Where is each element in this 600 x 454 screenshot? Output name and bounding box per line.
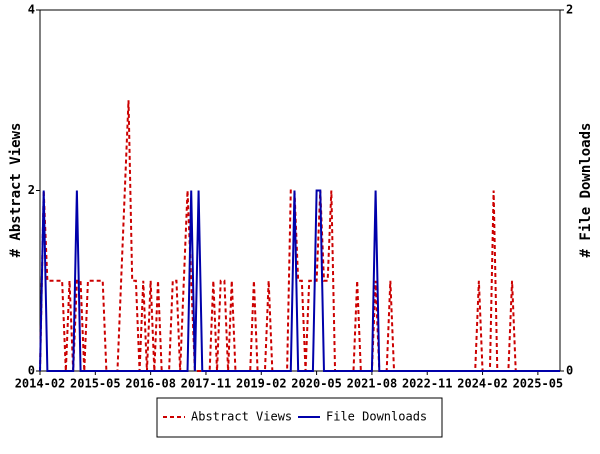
y2-axis-title: # File Downloads <box>578 123 594 258</box>
x-tick-label: 2019-02 <box>236 377 287 391</box>
legend-label: Abstract Views <box>191 410 292 424</box>
y-tick-label: 2 <box>28 183 35 197</box>
x-tick-label: 2014-02 <box>15 377 66 391</box>
x-tick-label: 2017-11 <box>181 377 232 391</box>
x-tick-label: 2024-02 <box>457 377 508 391</box>
x-tick-label: 2025-05 <box>513 377 564 391</box>
y-tick-label: 0 <box>28 364 35 378</box>
series-line <box>39 100 560 372</box>
y-tick-label: 4 <box>28 3 35 17</box>
x-tick-label: 2020-05 <box>291 377 342 391</box>
y-axis-title: # Abstract Views <box>8 123 24 258</box>
x-tick-label: 2021-08 <box>347 377 398 391</box>
x-tick-label: 2022-11 <box>402 377 453 391</box>
legend-label: File Downloads <box>326 410 427 424</box>
x-tick-label: 2015-05 <box>70 377 121 391</box>
plot-frame <box>39 9 561 372</box>
y2-tick-label: 0 <box>566 364 573 378</box>
y2-tick-label: 2 <box>566 3 573 17</box>
x-tick-label: 2016-08 <box>125 377 176 391</box>
series-line <box>39 189 560 372</box>
